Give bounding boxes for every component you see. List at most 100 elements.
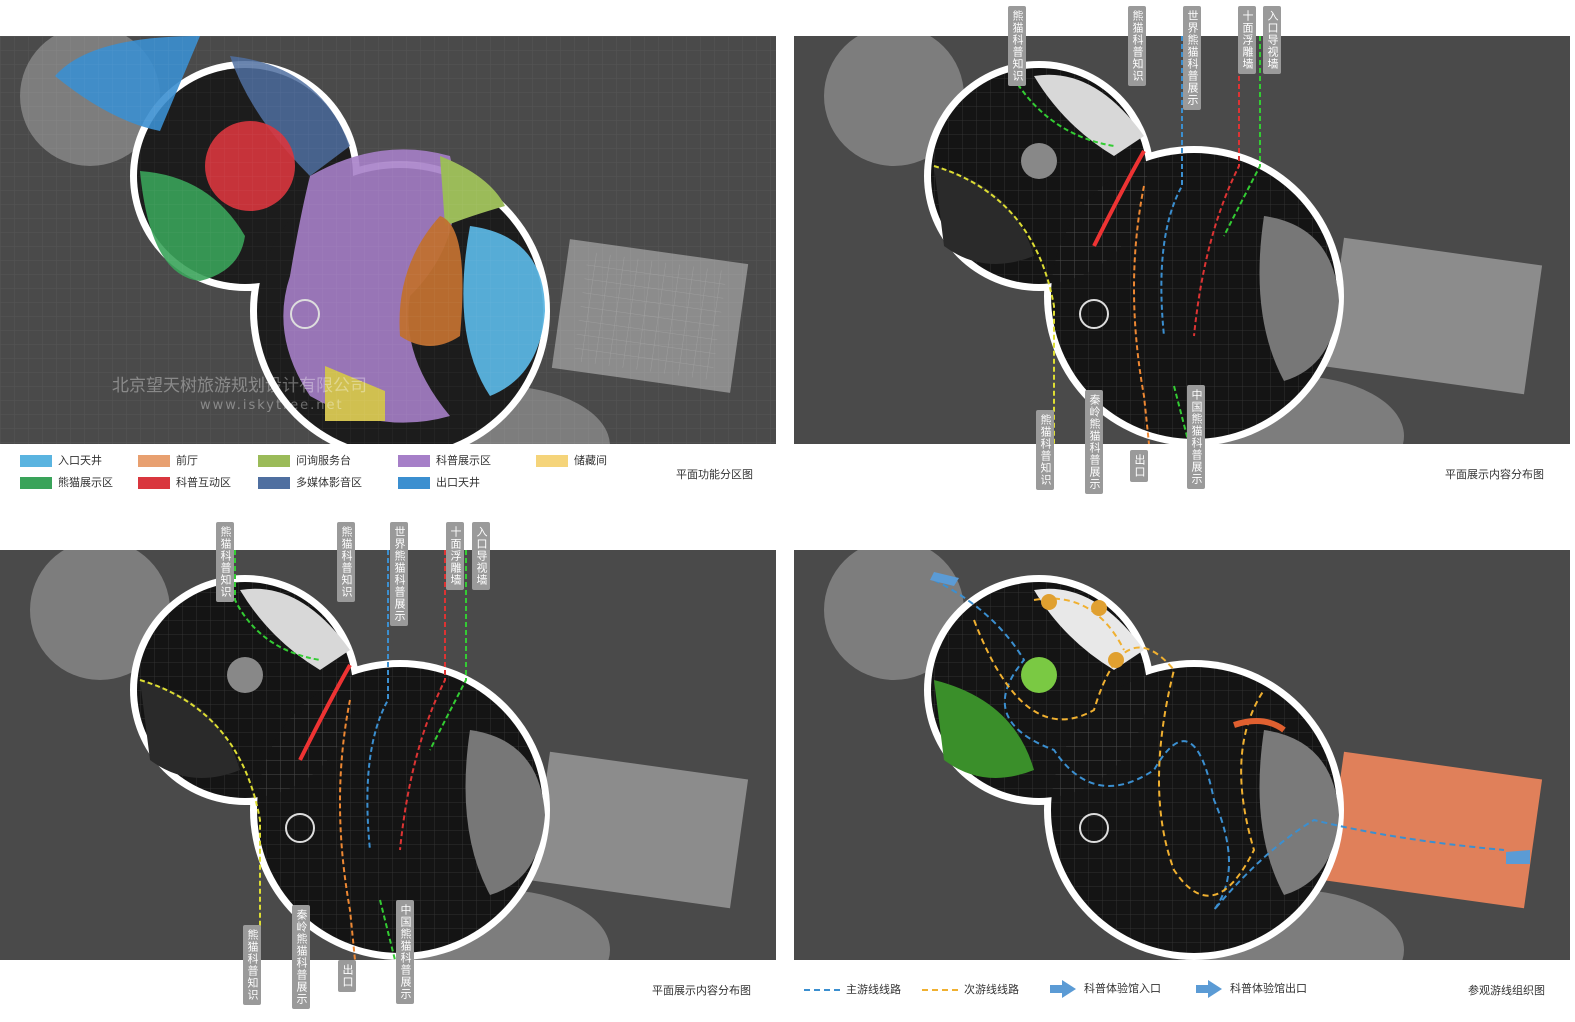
panda-emblem <box>1021 143 1057 179</box>
orange-leader <box>1133 185 1150 444</box>
green-leader <box>429 550 467 751</box>
panda-emblem <box>227 657 263 693</box>
callout-bottom-1: 熊猫科普知识 <box>1036 410 1054 490</box>
white-gallery <box>1034 588 1144 670</box>
legend-swatch <box>138 477 170 489</box>
entrance-atrium <box>1259 730 1339 895</box>
dark-gallery <box>140 680 240 778</box>
atrium-circle <box>285 813 315 843</box>
red-leader <box>399 550 446 851</box>
callout-top-1: 熊猫科普知识 <box>1008 6 1026 86</box>
legend-label: 前厅 <box>176 454 198 467</box>
callout-top-5: 入口导视墙 <box>1263 6 1281 74</box>
callout-top-2: 熊猫科普知识 <box>1128 6 1146 86</box>
red-wall <box>298 664 352 761</box>
callout-top-1: 熊猫科普知识 <box>216 522 234 602</box>
legend-swatch <box>536 455 568 467</box>
legend-label: 科普互动区 <box>176 476 231 489</box>
seat-marker <box>1091 600 1107 616</box>
legend-label: 出口天井 <box>436 476 480 489</box>
callout-top-3: 世界熊猫科普展示 <box>390 522 408 626</box>
arrow-right-icon <box>1208 980 1222 998</box>
route-legend-exit: 科普体验馆出口 <box>1196 980 1307 998</box>
route-plan-drawing <box>824 550 1543 960</box>
legend-label: 熊猫展示区 <box>58 476 113 489</box>
legend-item: 前厅 <box>138 454 198 468</box>
callout-top-2: 熊猫科普知识 <box>337 522 355 602</box>
callout-bottom-1: 熊猫科普知识 <box>243 925 261 1005</box>
route-legend-main: 主游线线路 <box>804 982 901 998</box>
legend-label: 次游线线路 <box>964 983 1019 996</box>
legend-swatch <box>398 455 430 467</box>
legend-item: 储藏间 <box>536 454 607 468</box>
zoning-plan-panel: 北京望天树旅游规划设计有限公司 www.iskytree.net <box>0 36 776 444</box>
legend-label: 主游线线路 <box>846 983 901 996</box>
zoning-legend: 入口天井 前厅 问询服务台 科普展示区 储藏间 熊猫展示区 科普互动区 多媒体影… <box>0 450 776 500</box>
legend-swatch <box>258 477 290 489</box>
legend-swatch <box>20 477 52 489</box>
legend-label: 科普体验馆入口 <box>1084 982 1161 995</box>
panel-caption: 参观游线组织图 <box>1468 984 1545 997</box>
watermark-url: www.iskytree.net <box>200 398 344 413</box>
exit-arrow-icon <box>930 572 959 586</box>
outer-ring-left <box>824 550 964 680</box>
route-legend-entrance: 科普体验馆入口 <box>1050 980 1161 998</box>
panel-caption: 平面展示内容分布图 <box>1445 468 1544 481</box>
secondary-route-swatch <box>922 989 958 991</box>
entrance-corridor <box>531 751 749 909</box>
green-gallery <box>934 680 1034 778</box>
legend-item: 科普展示区 <box>398 454 491 468</box>
green-leader-3 <box>1173 385 1190 444</box>
seat-marker <box>1041 594 1057 610</box>
orange-wall <box>1233 718 1286 733</box>
callout-bottom-2: 秦岭熊猫科普展示 <box>292 905 310 1009</box>
entrance-arrow-icon <box>1506 850 1530 864</box>
callout-bottom-2: 秦岭熊猫科普展示 <box>1085 390 1103 494</box>
callout-bottom-3: 出口 <box>338 960 356 992</box>
legend-label: 多媒体影音区 <box>296 476 362 489</box>
white-gallery <box>240 588 350 670</box>
green-leader-3 <box>379 899 396 960</box>
legend-swatch <box>20 455 52 467</box>
callout-top-3: 世界熊猫科普展示 <box>1183 6 1201 110</box>
legend-item: 熊猫展示区 <box>20 476 113 490</box>
legend-item: 多媒体影音区 <box>258 476 362 490</box>
green-leader-2 <box>234 550 321 661</box>
legend-label: 问询服务台 <box>296 454 351 467</box>
callout-top-4: 十面浮雕墙 <box>1238 6 1256 74</box>
orange-leader <box>339 699 356 960</box>
arrow-right-icon <box>1050 985 1062 993</box>
yellow-leader <box>933 165 1055 444</box>
dark-gallery <box>934 166 1034 264</box>
atrium-circle <box>1079 299 1109 329</box>
atrium-circle <box>290 299 320 329</box>
panda-emblem <box>1021 657 1057 693</box>
legend-label: 储藏间 <box>574 454 607 467</box>
legend-label: 科普体验馆出口 <box>1230 982 1307 995</box>
watermark-company: 北京望天树旅游规划设计有限公司 <box>112 376 367 396</box>
yellow-leader <box>139 679 261 960</box>
content-plan-drawing <box>30 550 749 960</box>
arrow-right-icon <box>1062 980 1076 998</box>
secondary-route-line <box>973 619 1265 897</box>
content-plan-panel-bottom <box>0 550 776 960</box>
content-plan-panel-top <box>794 36 1570 444</box>
blue-leader <box>1160 36 1183 337</box>
blue-leader <box>366 550 389 851</box>
entrance-corridor <box>1325 751 1543 909</box>
legend-label: 入口天井 <box>58 454 102 467</box>
main-route-swatch <box>804 989 840 991</box>
callout-bottom-4: 中国熊猫科普展示 <box>1187 385 1205 489</box>
white-gallery <box>1034 74 1144 156</box>
outer-ring-left <box>30 550 170 680</box>
route-legend-secondary: 次游线线路 <box>922 982 1019 998</box>
main-route-line <box>933 579 1505 911</box>
green-leader <box>1223 36 1261 237</box>
panel-caption: 平面展示内容分布图 <box>652 984 751 997</box>
legend-label: 科普展示区 <box>436 454 491 467</box>
atrium-circle <box>1079 813 1109 843</box>
content-plan-drawing <box>824 36 1543 444</box>
entrance-atrium <box>1259 216 1339 381</box>
legend-swatch <box>138 455 170 467</box>
outer-ring-left <box>824 36 964 166</box>
